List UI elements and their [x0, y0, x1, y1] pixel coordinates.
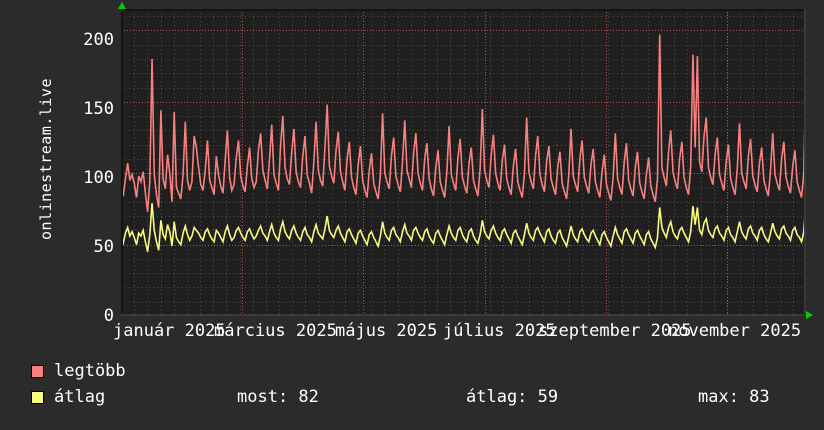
x-tick-julius: július 2025: [443, 321, 556, 341]
plot-area: [121, 9, 806, 316]
x-tick-januar: január 2025: [113, 321, 226, 341]
y-axis-tick-labels: 200 150 100 50 0: [0, 0, 118, 330]
legend-label-atlag: átlag: [54, 387, 106, 407]
axis-arrow-up-icon: [118, 2, 126, 9]
legend-row-legtobb: legtöbb: [0, 360, 824, 386]
y-tick-50: 50: [93, 237, 114, 257]
legend-swatch-legtobb: [31, 365, 44, 378]
plot-border-right: [804, 9, 806, 316]
x-axis-tick-labels: január 2025 március 2025 május 2025 júli…: [0, 320, 824, 346]
axis-arrow-right-icon: [806, 311, 813, 319]
data-layer: [121, 34, 806, 252]
x-tick-szeptember: szeptember 2025: [538, 321, 692, 341]
legend-row-atlag: átlag most: 82 átlag: 59 max: 83: [0, 386, 824, 412]
x-tick-november: november 2025: [668, 321, 802, 341]
legend-label-legtobb: legtöbb: [54, 361, 126, 381]
legend-swatch-atlag: [31, 391, 44, 404]
plot-border-top: [121, 9, 806, 11]
y-tick-150: 150: [83, 99, 114, 119]
x-tick-majus: május 2025: [335, 321, 438, 341]
y-tick-200: 200: [83, 30, 114, 50]
plot-border-bottom: [121, 314, 806, 316]
y-tick-100: 100: [83, 168, 114, 188]
stat-most: most: 82: [237, 387, 319, 407]
stat-atlag: átlag: 59: [466, 387, 559, 407]
plot-border-left: [121, 9, 123, 316]
legend: legtöbb átlag most: 82 átlag: 59 max: 83: [0, 356, 824, 430]
stat-max: max: 83: [698, 387, 770, 407]
y-tick-0: 0: [103, 306, 114, 326]
x-tick-marcius: március 2025: [214, 321, 337, 341]
